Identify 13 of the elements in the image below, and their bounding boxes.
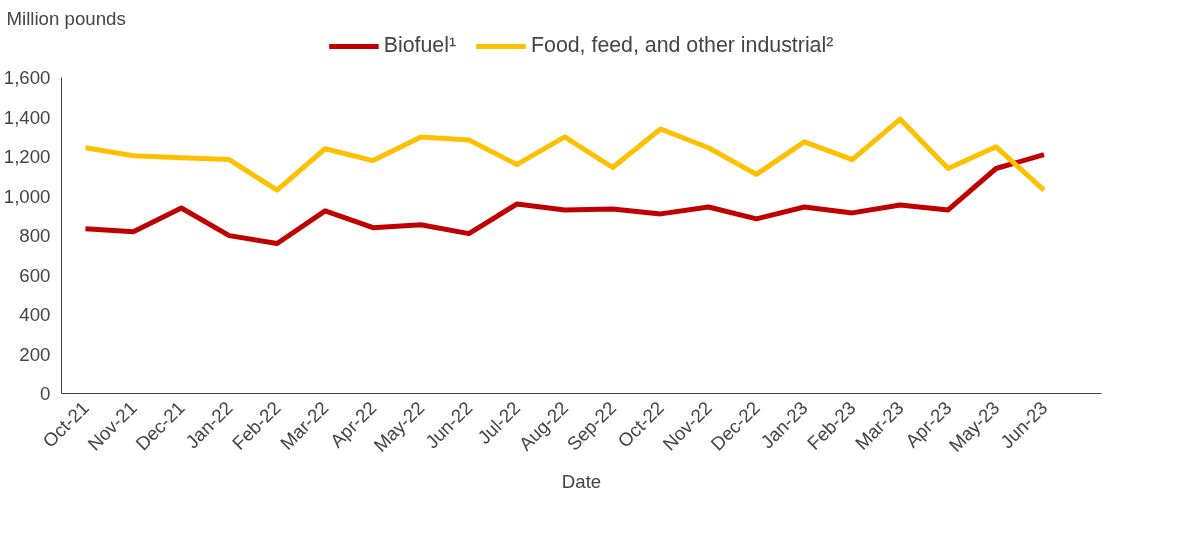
legend-label: Biofuel¹ <box>383 33 456 58</box>
y-tick-label: 1,200 <box>3 146 51 168</box>
y-tick-label: 0 <box>40 383 51 404</box>
y-tick-label: 800 <box>19 225 51 247</box>
x-axis-title: Date <box>561 471 602 493</box>
y-tick-label: 600 <box>19 264 51 286</box>
y-tick-label: 200 <box>19 343 51 365</box>
y-tick-label: 1,000 <box>3 185 51 207</box>
y-tick-label: 1,600 <box>3 67 51 89</box>
y-axis-title: Million pounds <box>6 7 126 29</box>
y-tick-label: 400 <box>19 304 51 326</box>
legend-label: Food, feed, and other industrial² <box>530 33 834 58</box>
y-tick-label: 1,400 <box>3 106 51 128</box>
